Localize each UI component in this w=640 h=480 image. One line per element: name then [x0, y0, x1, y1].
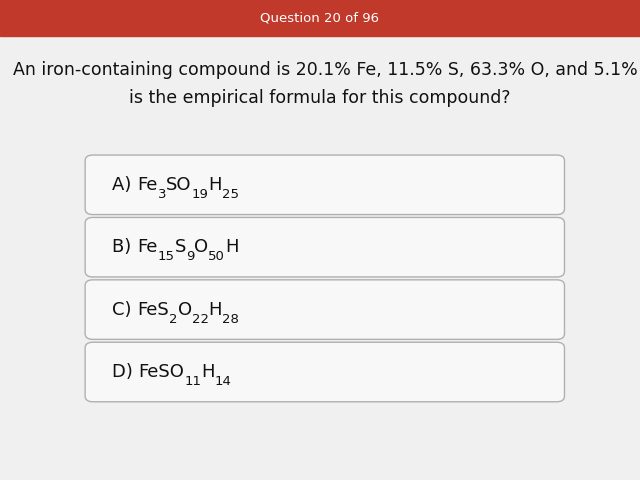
Text: 14: 14 — [215, 375, 232, 388]
Text: 11: 11 — [184, 375, 202, 388]
Text: An iron-containing compound is 20.1% Fe, 11.5% S, 63.3% O, and 5.1% H. What: An iron-containing compound is 20.1% Fe,… — [13, 60, 640, 79]
Text: A): A) — [112, 176, 137, 194]
Text: is the empirical formula for this compound?: is the empirical formula for this compou… — [129, 89, 511, 108]
Text: 22: 22 — [191, 312, 209, 326]
Text: H: H — [225, 238, 239, 256]
Text: Question 20 of 96: Question 20 of 96 — [260, 12, 380, 24]
Text: 9: 9 — [186, 250, 194, 264]
Text: 3: 3 — [157, 188, 166, 201]
Text: 28: 28 — [222, 312, 239, 326]
Text: B): B) — [112, 238, 137, 256]
Text: S: S — [174, 238, 186, 256]
Text: Fe: Fe — [137, 238, 157, 256]
Text: C): C) — [112, 300, 137, 319]
Text: H: H — [202, 363, 215, 381]
Text: 50: 50 — [208, 250, 225, 264]
Text: 2: 2 — [169, 312, 177, 326]
Text: H: H — [209, 176, 222, 194]
Bar — [0, 0, 640, 36]
Text: 25: 25 — [222, 188, 239, 201]
FancyBboxPatch shape — [85, 155, 564, 215]
Text: 15: 15 — [157, 250, 174, 264]
FancyBboxPatch shape — [85, 280, 564, 339]
Text: Fe: Fe — [137, 176, 157, 194]
Text: O: O — [194, 238, 208, 256]
Text: SO: SO — [166, 176, 191, 194]
FancyBboxPatch shape — [85, 217, 564, 277]
Text: H: H — [209, 300, 222, 319]
Text: D): D) — [112, 363, 139, 381]
FancyBboxPatch shape — [85, 342, 564, 402]
Text: FeSO: FeSO — [139, 363, 184, 381]
Text: O: O — [177, 300, 191, 319]
Text: FeS: FeS — [137, 300, 169, 319]
Text: 19: 19 — [191, 188, 209, 201]
